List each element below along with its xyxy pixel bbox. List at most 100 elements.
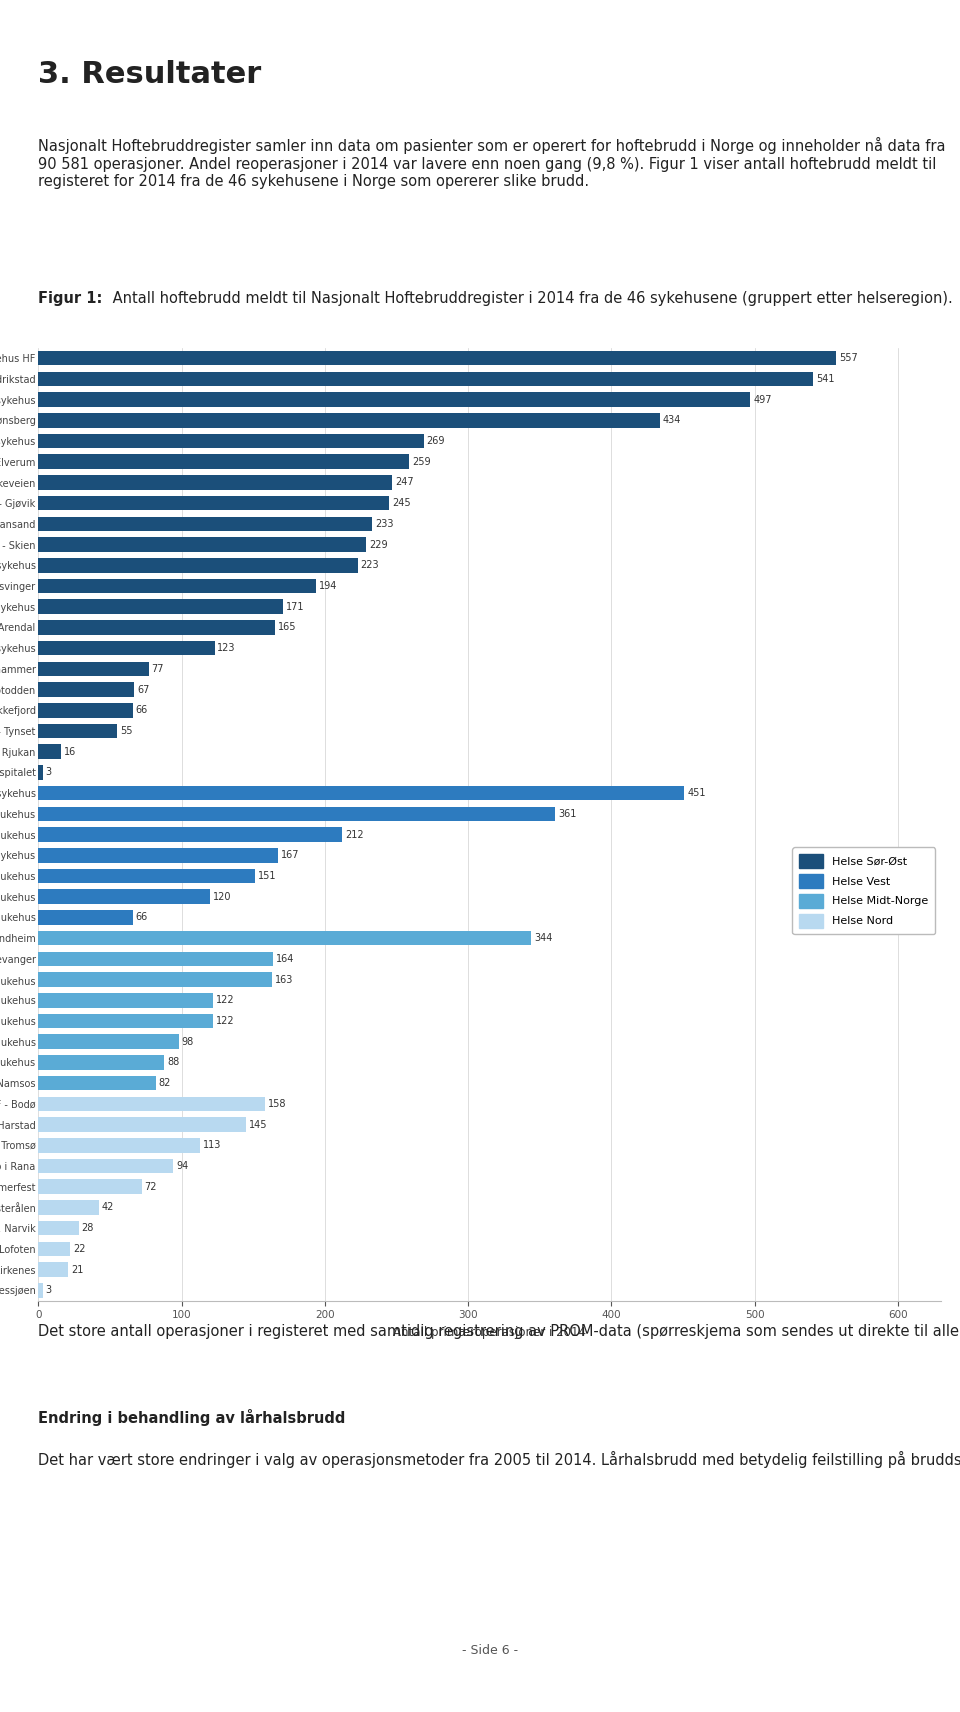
Text: 557: 557 xyxy=(839,353,858,363)
Text: 22: 22 xyxy=(73,1245,85,1253)
Bar xyxy=(38,517,372,531)
Text: Endring i behandling av lårhalsbrudd: Endring i behandling av lårhalsbrudd xyxy=(38,1409,346,1426)
Text: 3. Resultater: 3. Resultater xyxy=(38,60,262,89)
Bar xyxy=(38,931,531,945)
Text: 165: 165 xyxy=(277,623,296,632)
Text: 259: 259 xyxy=(412,457,431,467)
Text: 541: 541 xyxy=(816,373,834,383)
Text: 123: 123 xyxy=(218,644,236,654)
Bar xyxy=(38,372,813,387)
Bar xyxy=(38,911,132,924)
Bar xyxy=(38,972,272,986)
Text: 451: 451 xyxy=(687,788,706,798)
Bar xyxy=(38,890,210,904)
Bar xyxy=(38,1180,141,1193)
Text: 164: 164 xyxy=(276,954,295,964)
Bar xyxy=(38,1159,173,1173)
Text: - Side 6 -: - Side 6 - xyxy=(462,1644,517,1657)
Text: 229: 229 xyxy=(370,539,388,550)
Bar xyxy=(38,1282,42,1298)
Text: 66: 66 xyxy=(135,705,148,716)
Bar xyxy=(38,1034,179,1049)
Text: 122: 122 xyxy=(216,1015,234,1025)
Text: 163: 163 xyxy=(275,974,293,984)
Text: 151: 151 xyxy=(257,871,276,882)
Text: 66: 66 xyxy=(135,912,148,923)
Text: 21: 21 xyxy=(71,1265,84,1275)
Bar xyxy=(38,704,132,717)
Text: 223: 223 xyxy=(361,560,379,570)
Text: 94: 94 xyxy=(176,1161,188,1171)
Bar xyxy=(38,579,316,594)
Text: 233: 233 xyxy=(375,519,394,529)
Text: Antall hoftebrudd meldt til Nasjonalt Hoftebruddregister i 2014 fra de 46 sykehu: Antall hoftebrudd meldt til Nasjonalt Ho… xyxy=(108,291,952,306)
Bar xyxy=(38,1075,156,1091)
Bar xyxy=(38,454,409,469)
Bar xyxy=(38,599,283,615)
Text: 88: 88 xyxy=(167,1058,180,1068)
Bar xyxy=(38,952,274,966)
Legend: Helse Sør-Øst, Helse Vest, Helse Midt-Norge, Helse Nord: Helse Sør-Øst, Helse Vest, Helse Midt-No… xyxy=(792,847,935,935)
Bar xyxy=(38,640,215,656)
Text: 55: 55 xyxy=(120,726,132,736)
Text: 167: 167 xyxy=(280,851,299,861)
Text: Det store antall operasjoner i registeret med samtidig registrering av PROM-data: Det store antall operasjoner i registere… xyxy=(38,1322,960,1339)
Text: 120: 120 xyxy=(213,892,231,902)
Text: 28: 28 xyxy=(82,1222,94,1233)
Bar xyxy=(38,413,660,428)
X-axis label: Antall primæroperasjoner i 2014: Antall primæroperasjoner i 2014 xyxy=(393,1327,587,1339)
Text: 245: 245 xyxy=(393,498,411,508)
Text: 158: 158 xyxy=(268,1099,286,1109)
Bar xyxy=(38,806,556,822)
Bar xyxy=(38,558,358,572)
Bar xyxy=(38,1118,246,1132)
Text: 434: 434 xyxy=(663,416,682,425)
Bar xyxy=(38,1262,68,1277)
Text: 212: 212 xyxy=(345,830,364,839)
Bar xyxy=(38,620,275,635)
Bar xyxy=(38,868,254,883)
Bar xyxy=(38,1097,265,1111)
Bar xyxy=(38,827,342,842)
Text: 269: 269 xyxy=(426,437,445,447)
Bar xyxy=(38,1055,164,1070)
Bar xyxy=(38,538,367,551)
Bar xyxy=(38,392,751,407)
Text: 3: 3 xyxy=(45,767,52,777)
Bar xyxy=(38,765,42,779)
Bar xyxy=(38,433,423,449)
Text: 344: 344 xyxy=(534,933,552,943)
Bar xyxy=(38,1200,99,1216)
Text: 42: 42 xyxy=(102,1202,114,1212)
Text: 77: 77 xyxy=(152,664,164,675)
Bar xyxy=(38,661,149,676)
Text: 67: 67 xyxy=(137,685,150,695)
Text: 72: 72 xyxy=(144,1181,156,1192)
Text: 3: 3 xyxy=(45,1286,52,1296)
Bar xyxy=(38,1241,70,1257)
Text: Figur 1:: Figur 1: xyxy=(38,291,103,306)
Text: 16: 16 xyxy=(64,746,77,757)
Bar xyxy=(38,993,213,1008)
Text: 122: 122 xyxy=(216,995,234,1005)
Bar xyxy=(38,476,393,490)
Text: 98: 98 xyxy=(181,1037,194,1046)
Bar xyxy=(38,496,390,510)
Bar xyxy=(38,351,836,365)
Text: 171: 171 xyxy=(286,601,304,611)
Bar xyxy=(38,1221,79,1236)
Bar xyxy=(38,745,61,758)
Text: 247: 247 xyxy=(396,478,414,488)
Bar xyxy=(38,1138,201,1152)
Text: Det har vært store endringer i valg av operasjonsmetoder fra 2005 til 2014. Lårh: Det har vært store endringer i valg av o… xyxy=(38,1452,960,1467)
Text: 113: 113 xyxy=(204,1140,222,1150)
Text: 497: 497 xyxy=(754,394,772,404)
Text: 194: 194 xyxy=(319,580,338,591)
Bar xyxy=(38,786,684,801)
Text: 82: 82 xyxy=(158,1079,171,1089)
Text: 145: 145 xyxy=(249,1120,268,1130)
Bar xyxy=(38,724,117,738)
Text: Nasjonalt Hoftebruddregister samler inn data om pasienter som er operert for hof: Nasjonalt Hoftebruddregister samler inn … xyxy=(38,137,946,188)
Text: 361: 361 xyxy=(559,808,577,818)
Bar xyxy=(38,683,134,697)
